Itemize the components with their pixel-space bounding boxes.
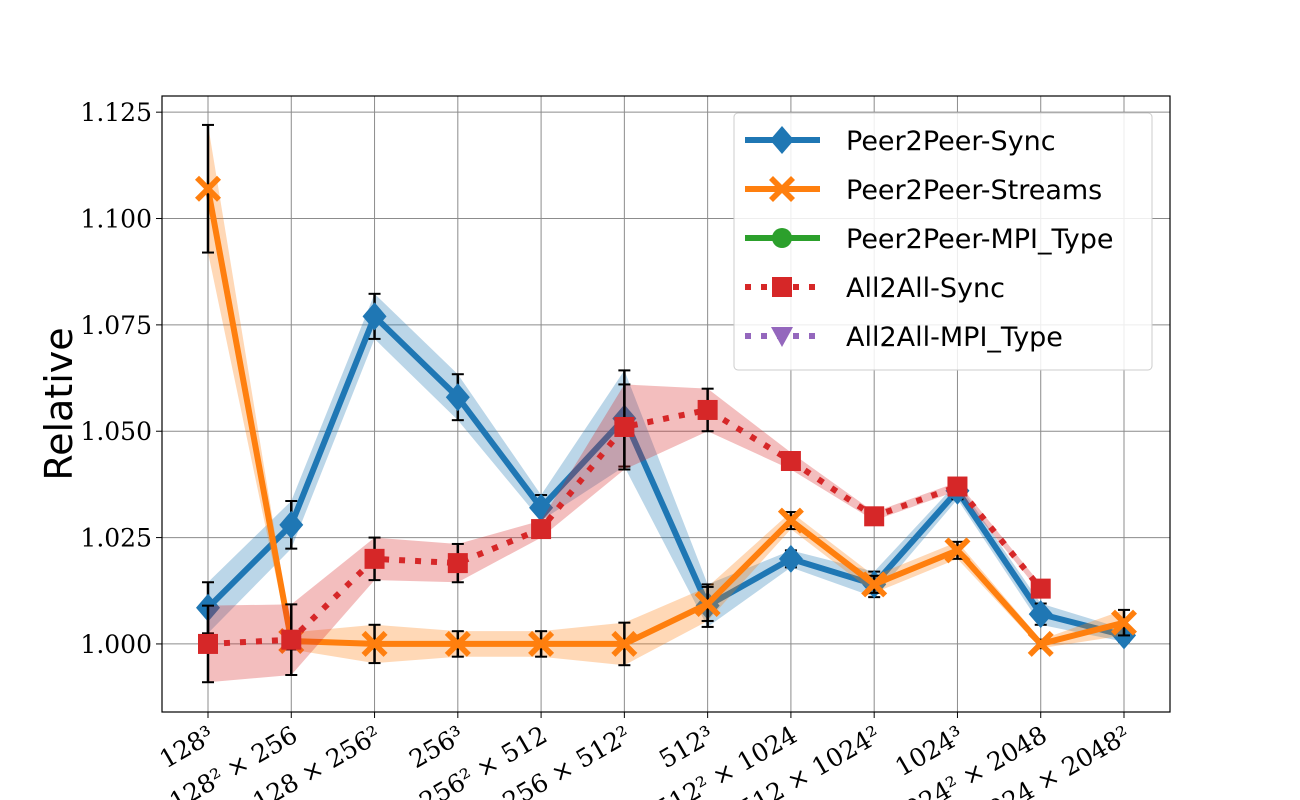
legend-label: Peer2Peer-MPI_Type	[846, 224, 1114, 255]
data-point	[614, 416, 635, 437]
data-point	[531, 519, 552, 540]
series-line	[205, 313, 1125, 639]
legend-label: Peer2Peer-Streams	[846, 175, 1102, 206]
y-tick-label: 1.050	[80, 417, 152, 446]
data-point	[198, 633, 218, 654]
plot-frame	[161, 95, 1171, 713]
data-point	[944, 537, 971, 564]
data-point	[697, 399, 718, 420]
data-point	[279, 510, 304, 539]
y-axis-label: Relative	[37, 327, 81, 480]
data-point	[1111, 609, 1137, 636]
y-tick-label: 1.025	[80, 524, 152, 553]
data-point	[947, 476, 968, 497]
data-point	[364, 548, 385, 569]
legend-marker	[770, 126, 794, 154]
legend-box	[733, 112, 1153, 371]
legend-label: All2All-MPI_Type	[846, 322, 1063, 353]
legend-marker	[772, 277, 792, 297]
data-point	[1028, 600, 1053, 629]
data-point	[611, 630, 638, 657]
data-point	[694, 590, 721, 617]
data-point	[777, 507, 804, 534]
data-point	[362, 302, 387, 331]
y-tick-label: 1.075	[80, 311, 152, 340]
data-point	[780, 451, 801, 472]
data-point	[1027, 630, 1054, 657]
data-point	[444, 630, 471, 657]
legend-marker	[769, 176, 795, 202]
legend: Peer2Peer-Sync Peer2Peer-Streams Peer2Peer…	[733, 112, 1153, 371]
data-point	[864, 506, 885, 527]
data-point	[281, 629, 302, 650]
data-point	[195, 175, 221, 202]
data-point	[1030, 578, 1051, 599]
legend-label: All2All-Sync	[846, 273, 1005, 304]
series-line	[205, 188, 1125, 647]
data-point	[778, 544, 803, 573]
data-point	[447, 553, 468, 574]
y-tick-label: 1.100	[80, 205, 152, 234]
data-point	[861, 571, 888, 598]
legend-marker	[772, 228, 792, 248]
y-tick-label: 1.000	[80, 630, 152, 659]
series-line	[207, 406, 1044, 647]
y-tick-label: 1.125	[80, 98, 152, 127]
data-point	[445, 383, 470, 412]
legend-label: Peer2Peer-Sync	[846, 126, 1056, 157]
data-point	[528, 630, 555, 657]
legend-marker	[771, 327, 793, 347]
data-point	[361, 630, 388, 657]
data-point	[529, 493, 554, 522]
